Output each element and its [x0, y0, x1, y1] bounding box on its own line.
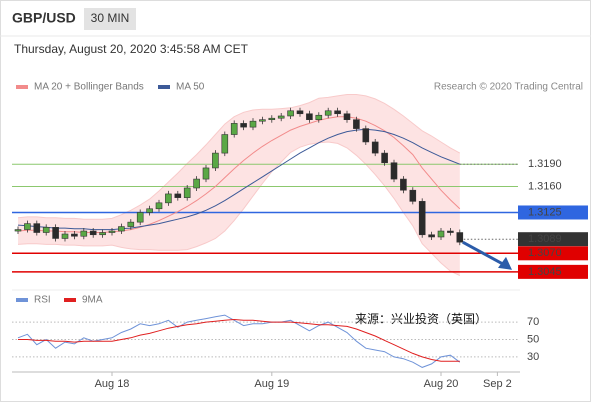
candle-body — [33, 223, 41, 233]
candle-body — [212, 152, 219, 169]
candle-body — [89, 230, 97, 236]
level-box — [518, 232, 588, 247]
symbol: GBP/USD — [12, 10, 76, 26]
candle-body — [306, 113, 313, 120]
candle-body — [42, 227, 50, 233]
candle-body — [428, 234, 435, 238]
level-box — [518, 264, 588, 279]
candle-body — [409, 189, 417, 202]
timeframe-box — [84, 8, 136, 30]
candle-body — [202, 167, 210, 180]
candle-body — [287, 110, 294, 117]
candle-body — [277, 115, 285, 119]
candle-body — [221, 134, 229, 154]
x-tick-label: Aug 19 — [254, 378, 289, 390]
rsi-tick-label: 30 — [527, 351, 539, 363]
candle-body — [334, 110, 341, 115]
candle-body — [400, 178, 407, 191]
rsi-tick-label: 70 — [527, 316, 539, 328]
x-tick-label: Sep 2 — [483, 378, 512, 390]
level-label: 1.3190 — [528, 158, 562, 170]
level-label: 1.3045 — [528, 266, 562, 278]
candle-body — [146, 208, 153, 213]
candle-body — [80, 230, 88, 237]
level-box — [518, 205, 588, 220]
annotation: 来源：兴业投资（英国） — [355, 311, 487, 326]
rsi-line — [18, 318, 460, 362]
x-tick-label: Aug 18 — [95, 378, 130, 390]
candle-body — [418, 201, 426, 236]
subtitle: Thursday, August 20, 2020 3:45:58 AM CET — [14, 42, 249, 56]
level-box — [518, 246, 588, 261]
candle-body — [390, 162, 398, 180]
legend-label: MA 50 — [176, 82, 205, 93]
candle-body — [155, 202, 163, 210]
candle-body — [343, 113, 351, 120]
candle-body — [324, 110, 332, 116]
candle-body — [447, 230, 454, 233]
candle-body — [174, 193, 182, 198]
candle-body — [353, 119, 360, 129]
candle-body — [456, 232, 464, 243]
candle-body — [71, 233, 78, 237]
candle-body — [61, 233, 69, 239]
level-label: 1.3070 — [528, 247, 562, 259]
candle-body — [268, 117, 276, 121]
rsi-line — [17, 314, 461, 368]
forecast-arrow — [462, 240, 509, 269]
candle-body — [108, 230, 116, 233]
candle-body — [183, 187, 191, 198]
candle-body — [118, 226, 125, 232]
bollinger-lower — [17, 141, 461, 277]
legend-swatch — [16, 298, 28, 302]
x-tick-label: Aug 20 — [424, 378, 459, 390]
candle-body — [381, 152, 388, 164]
legend-label: RSI — [34, 295, 51, 306]
candle-body — [99, 232, 106, 236]
moving-average — [17, 128, 460, 231]
candle-body — [127, 221, 135, 227]
timeframe: 30 MIN — [91, 11, 130, 25]
candle-body — [437, 230, 445, 238]
bollinger-upper — [17, 94, 461, 220]
candle-body — [14, 229, 22, 232]
candle-body — [362, 128, 370, 143]
legend-label: 9MA — [82, 295, 103, 306]
forecast-arrow-head — [498, 256, 512, 270]
legend-swatch — [64, 298, 76, 302]
legend-label: MA 20 + Bollinger Bands — [34, 82, 144, 93]
candle-body — [240, 123, 247, 128]
candle-body — [193, 178, 200, 189]
candle-body — [315, 114, 323, 120]
candle-body — [52, 227, 59, 239]
candle-body — [249, 120, 257, 128]
candle-body — [165, 193, 172, 204]
candle-body — [136, 212, 144, 223]
candle-body — [24, 223, 31, 230]
level-label: 1.3089 — [528, 233, 562, 245]
source: Research © 2020 Trading Central — [434, 82, 583, 93]
level-label: 1.3125 — [528, 206, 562, 218]
legend-swatch — [158, 85, 170, 89]
legend-swatch — [16, 85, 28, 89]
candle-body — [230, 123, 238, 135]
candle-body — [371, 141, 379, 154]
candle-body — [296, 110, 304, 115]
level-label: 1.3160 — [528, 180, 562, 192]
rsi-tick-label: 50 — [527, 333, 539, 345]
candle-body — [259, 119, 266, 122]
